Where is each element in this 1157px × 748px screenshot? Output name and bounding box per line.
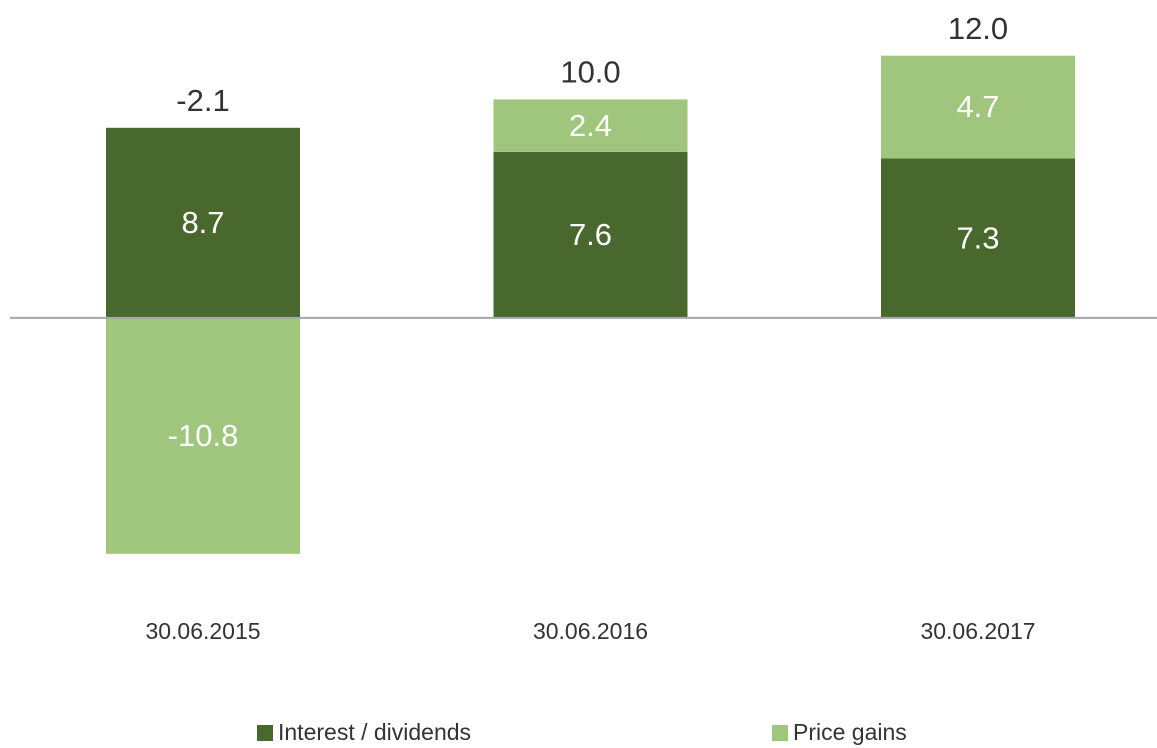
- x-tick-label: 30.06.2015: [145, 618, 260, 644]
- bar-segment: [493, 99, 688, 152]
- legend-text: Price gains: [793, 719, 907, 745]
- segment-label: 8.7: [181, 205, 224, 240]
- legend-text: Interest / dividends: [278, 719, 471, 745]
- segment-label: -10.8: [168, 418, 239, 453]
- legend-swatch: [772, 725, 788, 741]
- bar-segment: [881, 158, 1075, 318]
- segment-label: 7.6: [569, 217, 612, 252]
- total-label: 12.0: [948, 11, 1008, 46]
- segment-label: 4.7: [956, 89, 999, 124]
- segment-label: 2.4: [569, 108, 612, 143]
- segment-label: 7.3: [956, 220, 999, 255]
- bar-segment: [881, 55, 1075, 159]
- x-tick-label: 30.06.2017: [920, 618, 1035, 644]
- bar-segment: [106, 317, 300, 554]
- bar-segment: [493, 151, 688, 318]
- legend-swatch: [257, 725, 273, 741]
- total-label: -2.1: [176, 83, 229, 118]
- bar-segment: [106, 127, 300, 318]
- x-tick-label: 30.06.2016: [533, 618, 648, 644]
- total-label: 10.0: [560, 55, 620, 90]
